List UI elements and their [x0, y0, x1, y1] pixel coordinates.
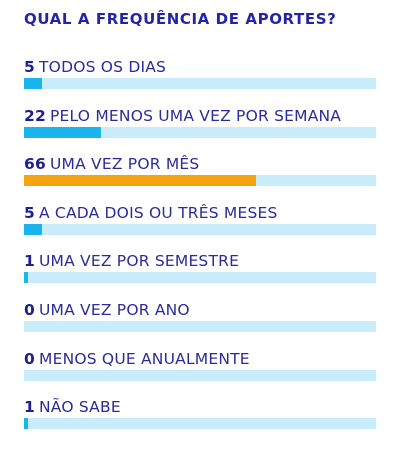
bar-category-label: UMA VEZ POR MÊS: [49, 155, 200, 174]
bar: [24, 418, 28, 430]
bar-track: [24, 223, 376, 235]
bar: [24, 78, 42, 89]
bar: [24, 126, 102, 138]
bar-track: [24, 78, 376, 89]
bar-row: 0 UMA VEZ POR ANO: [24, 300, 376, 349]
bar-row: 22 PELO MENOS UMA VEZ POR SEMANA: [24, 106, 376, 155]
bar-label-line: 1 UMA VEZ POR SEMESTRE: [24, 251, 239, 271]
bar-row: 1 NÃO SABE: [24, 397, 376, 446]
bar-list: 5 TODOS OS DIAS 22 PELO MENOS UMA VEZ POR S…: [24, 57, 376, 446]
bar-track: [24, 126, 376, 138]
bar: [24, 272, 28, 284]
bar-value-label: 5: [24, 203, 35, 222]
bar-value-label: 1: [24, 398, 35, 417]
bar-label-line: 66 UMA VEZ POR MÊS: [24, 154, 199, 174]
bar-row: 66 UMA VEZ POR MÊS: [24, 154, 376, 203]
bar-category-label: MENOS QUE ANUALMENTE: [39, 349, 250, 368]
bar-row: 5 TODOS OS DIAS: [24, 57, 376, 106]
bar-value-label: 22: [24, 106, 46, 125]
bar-label-line: 1 NÃO SABE: [24, 397, 121, 417]
bar-value-label: 66: [24, 155, 46, 174]
bar-category-label: NÃO SABE: [39, 398, 121, 417]
bar-value-label: 1: [24, 252, 35, 271]
bar-category-label: A CADA DOIS OU TRÊS MESES: [39, 203, 278, 222]
bar-track: [24, 272, 376, 284]
bar-value-label: 5: [24, 58, 35, 76]
bar-value-label: 0: [24, 300, 35, 319]
bar-track: [24, 320, 376, 332]
bar-track: [24, 418, 376, 430]
bar-category-label: PELO MENOS UMA VEZ POR SEMANA: [49, 106, 342, 125]
bar-row: 1 UMA VEZ POR SEMESTRE: [24, 251, 376, 300]
bar-track: [24, 175, 376, 187]
bar-category-label: TODOS OS DIAS: [39, 58, 167, 76]
bar-label-line: 5 TODOS OS DIAS: [24, 57, 166, 77]
bar-category-label: UMA VEZ POR ANO: [39, 300, 190, 319]
bar-track: [24, 369, 376, 381]
bar-label-line: 22 PELO MENOS UMA VEZ POR SEMANA: [24, 106, 341, 126]
bar: [24, 223, 42, 235]
bar-row: 0 MENOS QUE ANUALMENTE: [24, 349, 376, 398]
bar-label-line: 0 MENOS QUE ANUALMENTE: [24, 349, 250, 369]
chart-title: QUAL A FREQUÊNCIA DE APORTES?: [24, 10, 337, 28]
bar-category-label: UMA VEZ POR SEMESTRE: [39, 252, 240, 271]
bar: [24, 175, 257, 187]
bar-value-label: 0: [24, 349, 35, 368]
bar-label-line: 0 UMA VEZ POR ANO: [24, 300, 190, 320]
